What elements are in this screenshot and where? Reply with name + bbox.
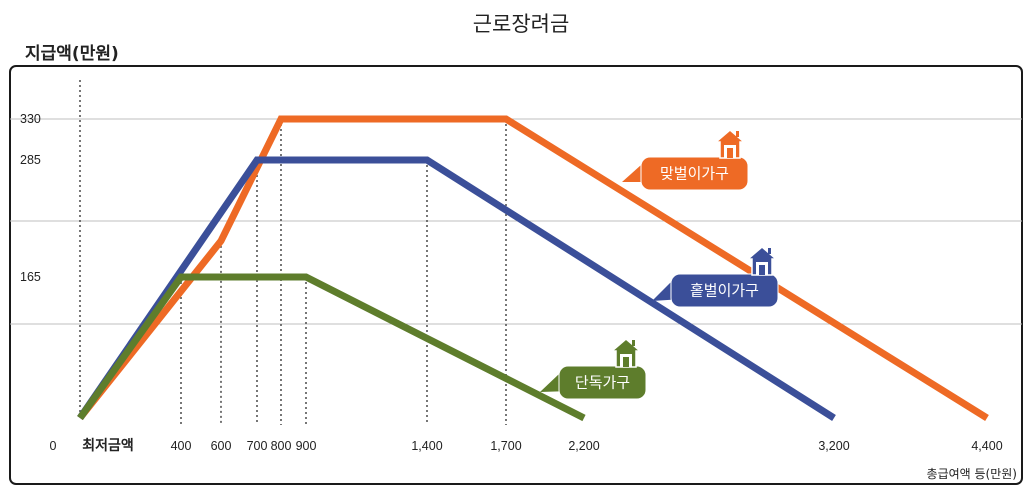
legend-callout-2: 단독가구	[540, 338, 647, 400]
house-window-icon	[759, 265, 765, 275]
x-tick-label: 600	[211, 439, 232, 453]
house-window-icon	[623, 357, 629, 367]
plot-frame	[9, 65, 1023, 485]
x-tick-label: 2,200	[568, 439, 599, 453]
x-tick-label: 1,700	[490, 439, 521, 453]
house-window-icon	[727, 148, 733, 158]
x-tick-label: 800	[271, 439, 292, 453]
x-tick-label: 3,200	[818, 439, 849, 453]
y-tick-label: 330	[20, 112, 41, 126]
y-tick-label: 165	[20, 270, 41, 284]
legend-label: 단독가구	[575, 374, 630, 392]
x-tick-label: 900	[296, 439, 317, 453]
legend-badge	[558, 365, 647, 400]
x-origin-label: 0	[50, 439, 57, 453]
house-chimney-icon	[736, 131, 739, 137]
chart-title: 근로장려금	[473, 12, 570, 36]
x-tick-label: 700	[247, 439, 268, 453]
min-wage-label: 최저금액	[82, 437, 134, 454]
legend-label: 맞벌이가구	[660, 165, 729, 183]
house-chimney-icon	[632, 340, 635, 346]
x-tick-label: 4,400	[971, 439, 1002, 453]
y-tick-label: 285	[20, 153, 41, 167]
legend-badge	[640, 156, 749, 191]
legend-label: 홑벌이가구	[690, 282, 759, 300]
x-axis-label: 총급여액 등(만원)	[927, 467, 1017, 481]
y-axis-label: 지급액(만원)	[25, 44, 119, 64]
legend-callout-1: 홑벌이가구	[652, 246, 779, 308]
x-tick-label: 400	[171, 439, 192, 453]
x-tick-label: 1,400	[411, 439, 442, 453]
legend-callout-0: 맞벌이가구	[622, 129, 749, 191]
house-chimney-icon	[768, 248, 771, 254]
legend-badge	[670, 273, 779, 308]
series-line-2	[77, 273, 586, 422]
